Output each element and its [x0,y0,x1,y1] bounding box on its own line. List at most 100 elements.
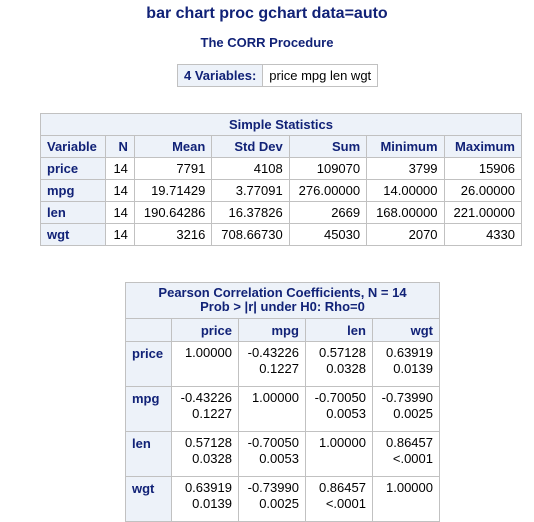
simple-statistics-caption: Simple Statistics [40,113,522,136]
table-cell: 4330 [443,223,523,246]
table-cell: 15906 [443,157,523,180]
variables-label: 4 Variables: [176,64,264,87]
correlation-cell: 0.57128 0.0328 [170,431,239,477]
p-value: 0.0053 [326,406,366,421]
correlation-cell: 0.86457 <.0001 [371,431,441,477]
p-value: 0.0053 [259,451,299,466]
correlation-value: 1.00000 [386,480,433,495]
p-value: 0.0328 [192,451,232,466]
table-row: mpg -0.43226 0.1227 1.00000 -0.70050 0.0053 -0… [125,386,441,432]
variables-list: price mpg len wgt [262,64,379,87]
correlation-value: 0.63919 [386,345,433,360]
correlation-value: 1.00000 [251,390,299,405]
p-value: 0.1227 [192,406,232,421]
table-row: price 1.00000 -0.43226 0.1227 0.57128 0.0328 0… [125,341,441,387]
table-cell: 14 [105,223,135,246]
table-cell: 190.64286 [133,201,213,224]
table-cell: 708.66730 [211,223,290,246]
column-header: Std Dev [211,135,290,158]
table-cell: 7791 [133,157,213,180]
corner-cell [125,318,172,342]
table-row: len 14 190.64286 16.37826 2669 168.00000 221.0… [39,201,523,224]
correlation-cell: 0.63919 0.0139 [371,341,441,387]
row-header: wgt [125,476,172,522]
table-row: len 0.57128 0.0328 -0.70050 0.0053 1.00000 0.8… [125,431,441,477]
column-header: Sum [288,135,368,158]
p-value: 0.0025 [259,496,299,511]
correlation-cell: 0.57128 0.0328 [304,341,373,387]
p-value: 0.0328 [326,361,366,376]
table-cell: 16.37826 [211,201,290,224]
correlation-cell: 1.00000 [237,386,306,432]
correlation-cell: -0.73990 0.0025 [237,476,306,522]
table-cell: 26.00000 [443,179,523,202]
p-value: 0.1227 [259,361,299,376]
correlation-value: -0.70050 [314,390,366,405]
table-cell: 221.00000 [443,201,523,224]
table-cell: 14 [105,157,135,180]
column-header: Variable [39,135,107,158]
correlation-value: 1.00000 [184,345,232,360]
row-header: mpg [39,179,107,202]
correlation-cell: 1.00000 [371,476,441,522]
correlation-caption: Pearson Correlation Coefficients, N = 14… [125,282,440,319]
row-header: len [125,431,172,477]
table-cell: 19.71429 [133,179,213,202]
table-cell: 3.77091 [211,179,290,202]
row-header: price [39,157,107,180]
correlation-value: -0.70050 [247,435,299,450]
correlation-cell: 0.63919 0.0139 [170,476,239,522]
table-cell: 109070 [288,157,368,180]
correlation-value: 0.57128 [318,345,366,360]
table-cell: 14 [105,201,135,224]
simple-statistics-table: Simple Statistics Variable N Mean Std De… [39,113,523,246]
correlation-cell: 1.00000 [304,431,373,477]
table-cell: 3216 [133,223,213,246]
table-row: wgt 14 3216 708.66730 45030 2070 4330 [39,223,523,246]
p-value: 0.0139 [393,361,433,376]
row-header: wgt [39,223,107,246]
table-cell: 3799 [366,157,445,180]
correlation-value: 0.86457 [318,480,366,495]
variables-table: 4 Variables: price mpg len wgt [176,64,379,87]
column-header: N [105,135,135,158]
p-value: 0.0025 [393,406,433,421]
correlation-caption-line1: Pearson Correlation Coefficients, N = 14 [158,285,407,300]
table-cell: 2070 [366,223,445,246]
table-cell: 2669 [288,201,368,224]
table-row: price 14 7791 4108 109070 3799 15906 [39,157,523,180]
correlation-table: Pearson Correlation Coefficients, N = 14… [125,282,441,522]
table-header-row: Variable N Mean Std Dev Sum Minimum Maxi… [39,135,523,158]
correlation-value: -0.73990 [247,480,299,495]
column-header: Minimum [366,135,445,158]
table-cell: 45030 [288,223,368,246]
procedure-title: The CORR Procedure [200,35,334,50]
table-row: wgt 0.63919 0.0139 -0.73990 0.0025 0.86457 <.0… [125,476,441,522]
correlation-cell: -0.70050 0.0053 [237,431,306,477]
correlation-caption-line2: Prob > |r| under H0: Rho=0 [200,299,365,314]
column-header: Maximum [443,135,523,158]
row-header: price [125,341,172,387]
correlation-value: -0.73990 [381,390,433,405]
correlation-value: 1.00000 [318,435,366,450]
table-cell: 4108 [211,157,290,180]
column-header: wgt [371,318,441,342]
correlation-cell: 1.00000 [170,341,239,387]
correlation-cell: -0.43226 0.1227 [170,386,239,432]
correlation-cell: -0.70050 0.0053 [304,386,373,432]
row-header: len [39,201,107,224]
correlation-cell: -0.73990 0.0025 [371,386,441,432]
table-cell: 14.00000 [366,179,445,202]
correlation-cell: -0.43226 0.1227 [237,341,306,387]
correlation-value: 0.57128 [184,435,232,450]
table-cell: 14 [105,179,135,202]
correlation-value: 0.86457 [386,435,433,450]
correlation-value: 0.63919 [184,480,232,495]
table-row: mpg 14 19.71429 3.77091 276.00000 14.00000 26.… [39,179,523,202]
column-header: Mean [133,135,213,158]
table-cell: 168.00000 [366,201,445,224]
column-header: len [304,318,373,342]
p-value: <.0001 [392,451,433,466]
correlation-cell: 0.86457 <.0001 [304,476,373,522]
table-cell: 276.00000 [288,179,368,202]
